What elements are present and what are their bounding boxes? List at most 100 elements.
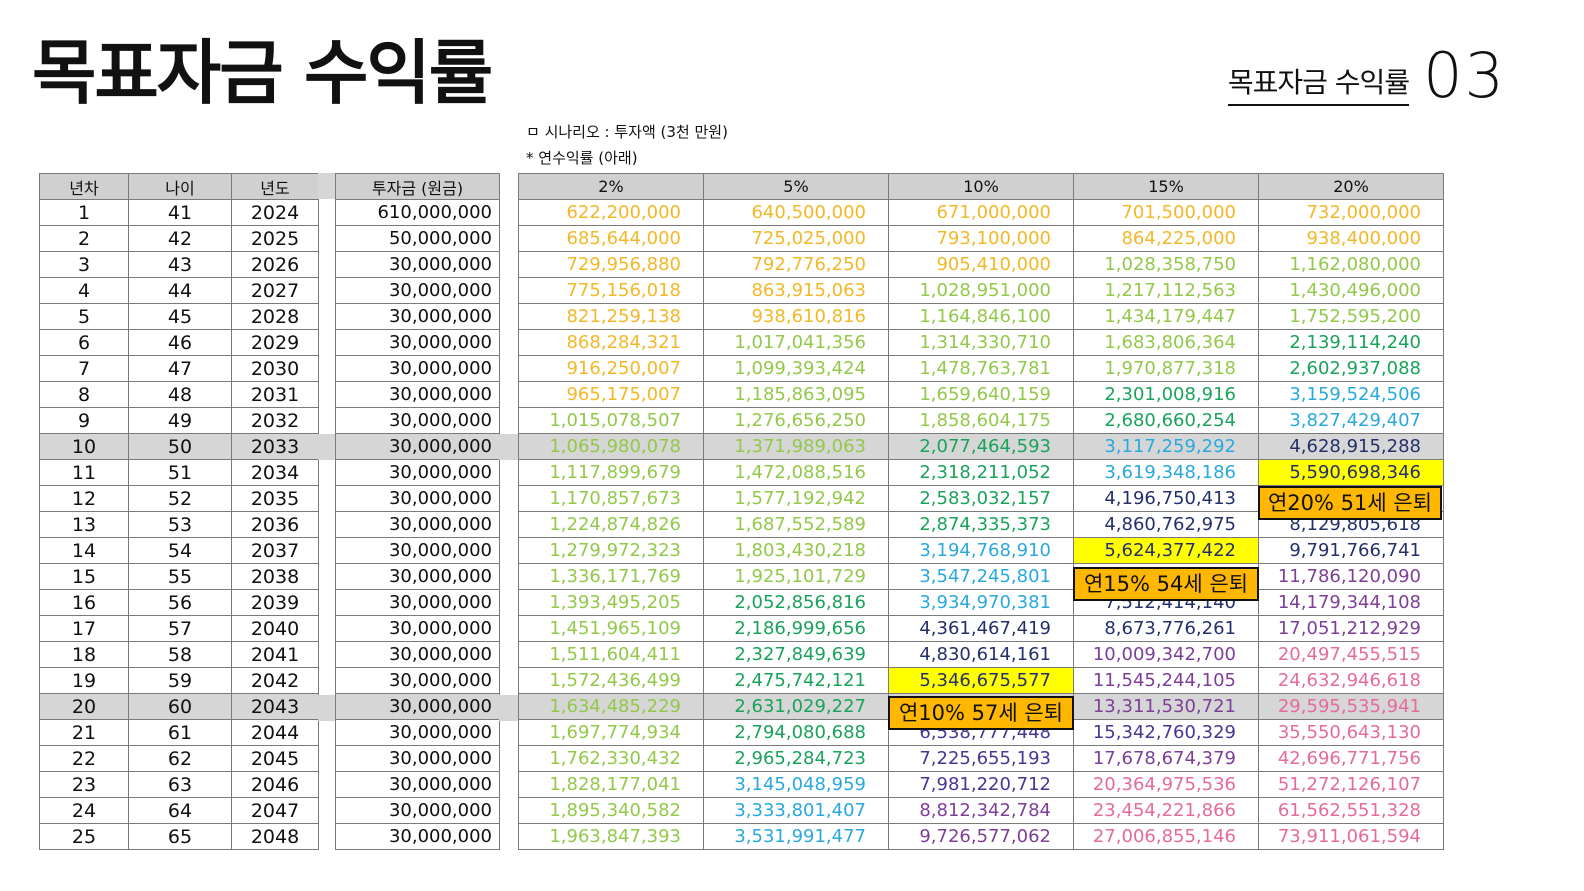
year-cell: 2024 <box>231 199 319 226</box>
result-cell: 1,478,763,781 <box>888 355 1074 382</box>
table-row: 7 47 2030 <box>39 355 319 382</box>
year-no-cell: 20 <box>39 693 129 720</box>
year-cell: 2039 <box>231 589 319 616</box>
year-no-cell: 22 <box>39 745 129 772</box>
result-cell: 1,017,041,356 <box>703 329 889 356</box>
table-row: 30,000,000 <box>335 589 500 616</box>
result-cell: 1,393,495,205 <box>518 589 704 616</box>
table-row: 1,828,177,041 3,145,048,959 7,981,220,712 2… <box>518 771 1444 798</box>
year-cell: 2048 <box>231 823 319 850</box>
table-row: 622,200,000 640,500,000 671,000,000 701,500… <box>518 199 1444 226</box>
result-cell: 1,963,847,393 <box>518 823 704 850</box>
result-cell: 1,572,436,499 <box>518 667 704 694</box>
year-no-cell: 11 <box>39 459 129 486</box>
table-row: 6 46 2029 <box>39 329 319 356</box>
table-row: 775,156,018 863,915,063 1,028,951,000 1,217… <box>518 277 1444 304</box>
year-no-cell: 8 <box>39 381 129 408</box>
invest-cell: 30,000,000 <box>335 641 500 668</box>
result-cell: 2,327,849,639 <box>703 641 889 668</box>
result-cell: 725,025,000 <box>703 225 889 252</box>
result-cell: 1,511,604,411 <box>518 641 704 668</box>
result-cell: 3,547,245,801 <box>888 563 1074 590</box>
table-row: 3 43 2026 <box>39 251 319 278</box>
age-cell: 45 <box>128 303 232 330</box>
year-no-cell: 12 <box>39 485 129 512</box>
col-header-rate-10: 10% <box>888 173 1074 200</box>
year-no-cell: 5 <box>39 303 129 330</box>
table-row: 30,000,000 <box>335 537 500 564</box>
result-cell: 1,217,112,563 <box>1073 277 1259 304</box>
year-cell: 2034 <box>231 459 319 486</box>
invest-cell: 30,000,000 <box>335 433 500 460</box>
result-cell: 1,224,874,826 <box>518 511 704 538</box>
result-cell: 905,410,000 <box>888 251 1074 278</box>
age-cell: 52 <box>128 485 232 512</box>
result-cell: 4,628,915,288 <box>1258 433 1444 460</box>
result-cell: 2,139,114,240 <box>1258 329 1444 356</box>
result-cell: 51,272,126,107 <box>1258 771 1444 798</box>
col-header-rate-2: 2% <box>518 173 704 200</box>
table-row: 2 42 2025 <box>39 225 319 252</box>
year-cell: 2043 <box>231 693 319 720</box>
row-10-gap-shade <box>318 434 335 460</box>
invest-cell: 30,000,000 <box>335 277 500 304</box>
invest-cell: 30,000,000 <box>335 823 500 850</box>
year-cell: 2025 <box>231 225 319 252</box>
age-cell: 59 <box>128 667 232 694</box>
table-row: 1,393,495,205 2,052,856,816 3,934,970,381 7… <box>518 589 1444 616</box>
age-cell: 49 <box>128 407 232 434</box>
section-marker-label: 목표자금 수익률 <box>1227 64 1410 106</box>
year-no-cell: 19 <box>39 667 129 694</box>
invest-table: 투자금 (원금) 610,000,000 50,000,000 30,000,000… <box>335 173 500 850</box>
table-row: 1 41 2024 <box>39 199 319 226</box>
result-cell: 671,000,000 <box>888 199 1074 226</box>
result-cell: 2,077,464,593 <box>888 433 1074 460</box>
table-row: 1,279,972,323 1,803,430,218 3,194,768,910 5… <box>518 537 1444 564</box>
year-no-cell: 1 <box>39 199 129 226</box>
table-row: 868,284,321 1,017,041,356 1,314,330,710 1,6… <box>518 329 1444 356</box>
result-cell: 1,185,863,095 <box>703 381 889 408</box>
section-marker-number: 03 <box>1423 39 1506 112</box>
year-cell: 2036 <box>231 511 319 538</box>
year-cell: 2035 <box>231 485 319 512</box>
invest-cell: 30,000,000 <box>335 407 500 434</box>
result-cell: 2,052,856,816 <box>703 589 889 616</box>
table-row: 15 55 2038 <box>39 563 319 590</box>
age-cell: 55 <box>128 563 232 590</box>
result-cell: 1,451,965,109 <box>518 615 704 642</box>
year-no-cell: 6 <box>39 329 129 356</box>
invest-cell: 30,000,000 <box>335 719 500 746</box>
table-row: 1,336,171,7691,925,101,7293,547,245,8016… <box>518 563 1444 590</box>
invest-cell: 30,000,000 <box>335 615 500 642</box>
result-cell: 4,196,750,413 <box>1073 485 1259 512</box>
result-cell: 622,200,000 <box>518 199 704 226</box>
table-row: 30,000,000 <box>335 771 500 798</box>
table-row: 821,259,138 938,610,816 1,164,846,100 1,434… <box>518 303 1444 330</box>
result-cell: 1,828,177,041 <box>518 771 704 798</box>
result-cell: 1,371,989,063 <box>703 433 889 460</box>
col-header-rate-20: 20% <box>1258 173 1444 200</box>
year-cell: 2030 <box>231 355 319 382</box>
table-row: 13 53 2036 <box>39 511 319 538</box>
table-row: 11 51 2034 <box>39 459 319 486</box>
result-cell: 916,250,007 <box>518 355 704 382</box>
table-row: 20 60 2043 <box>39 693 319 720</box>
result-cell: 1,634,485,229 <box>518 693 704 720</box>
result-cell: 13,311,530,721 <box>1073 693 1259 720</box>
result-cell: 1,895,340,582 <box>518 797 704 824</box>
result-cell: 792,776,250 <box>703 251 889 278</box>
result-cell: 29,595,535,941 <box>1258 693 1444 720</box>
age-cell: 56 <box>128 589 232 616</box>
result-cell: 17,051,212,929 <box>1258 615 1444 642</box>
result-cell: 3,194,768,910 <box>888 537 1074 564</box>
age-cell: 54 <box>128 537 232 564</box>
result-cell: 11,786,120,090 <box>1258 563 1444 590</box>
table-row: 17 57 2040 <box>39 615 319 642</box>
retire-badge-20: 연20% 51세 은퇴 <box>1258 486 1442 520</box>
table-row: 1,511,604,411 2,327,849,639 4,830,614,161 1… <box>518 641 1444 668</box>
result-cell: 1,577,192,942 <box>703 485 889 512</box>
result-cell: 1,028,358,750 <box>1073 251 1259 278</box>
result-cell: 732,000,000 <box>1258 199 1444 226</box>
result-cell: 42,696,771,756 <box>1258 745 1444 772</box>
invest-cell: 30,000,000 <box>335 303 500 330</box>
